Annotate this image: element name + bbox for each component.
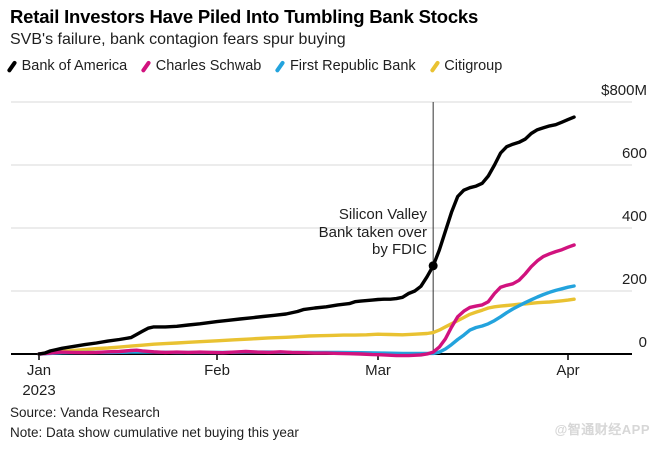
y-axis-label: 200 [621,271,647,288]
y-axis-label: 400 [621,208,647,225]
y-axis-label: 0 [638,334,647,351]
chart-footer: Source: Vanda Research Note: Data show c… [10,403,299,443]
source-note: Source: Vanda Research [10,405,160,420]
legend-item-charles-schwab: Charles Schwab [140,58,262,74]
event-annotation-line: by FDIC [371,241,427,258]
x-axis-label: Feb [204,362,230,379]
legend: Bank of America Charles Schwab First Rep… [6,58,503,74]
legend-label: Bank of America [21,58,128,74]
event-annotation: Silicon Valley Bank taken over by FDIC [319,206,427,259]
legend-item-citigroup: Citigroup [429,58,503,74]
legend-label: First Republic Bank [289,58,416,74]
event-annotation-line: Silicon Valley [338,206,427,223]
event-dot [428,261,438,271]
legend-label: Charles Schwab [155,58,262,74]
x-axis-sublabel: 2023 [22,382,56,399]
watermark: @智通财经APP [554,422,650,437]
event-annotation-line: Bank taken over [318,223,427,241]
x-axis-label: Apr [556,362,580,379]
legend-item-bank-of-america: Bank of America [6,58,128,74]
chart-title: Retail Investors Have Piled Into Tumblin… [10,6,479,27]
series-line-charles-schwab [37,243,576,358]
y-axis-label: $800M [601,82,647,99]
y-axis-label: 600 [621,145,647,162]
series-line-bank-of-america [37,115,576,356]
legend-item-first-republic: First Republic Bank [274,58,416,74]
chart-subtitle: SVB's failure, bank contagion fears spur… [10,31,346,48]
data-note: Note: Data show cumulative net buying th… [10,425,299,440]
series-line-citigroup [37,297,576,356]
x-axis-label: Mar [365,362,391,379]
legend-label: Citigroup [444,58,503,74]
x-axis-label: Jan [26,362,52,379]
